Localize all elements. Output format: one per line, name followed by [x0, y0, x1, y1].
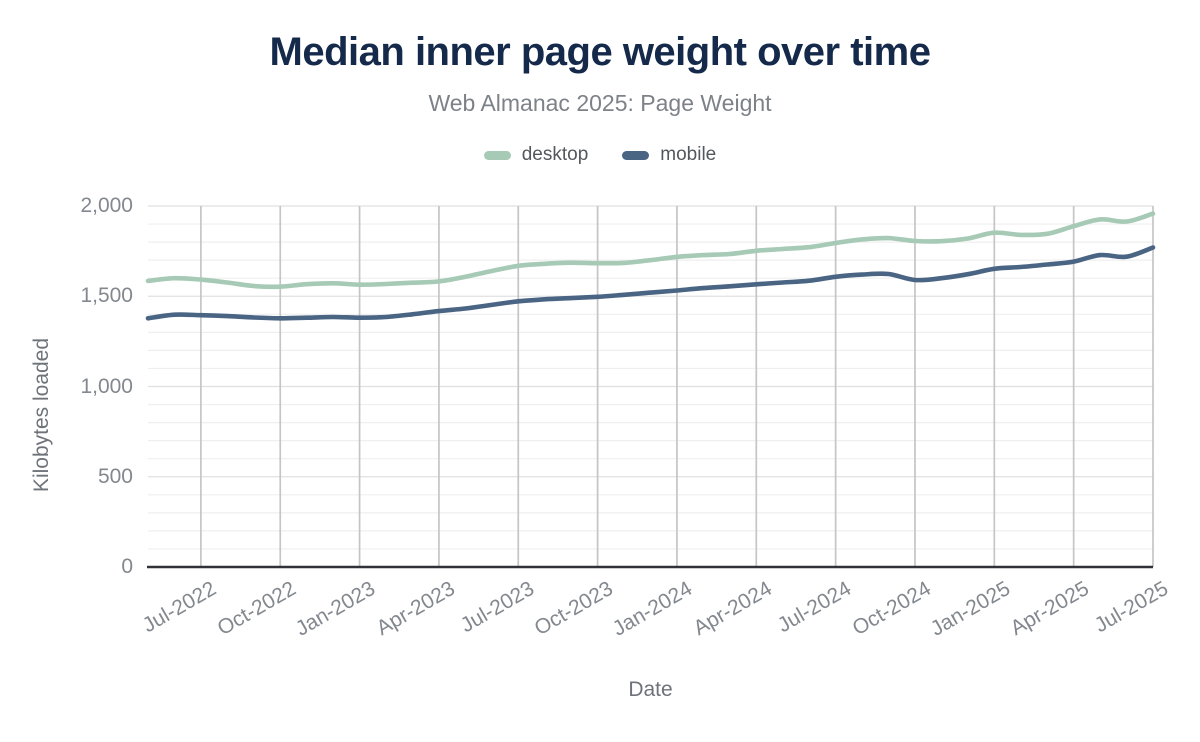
chart-title: Median inner page weight over time — [269, 30, 931, 74]
legend-label-mobile: mobile — [660, 144, 717, 165]
y-tick-label: 2,000 — [80, 194, 133, 217]
legend-item-mobile[interactable]: mobile — [622, 144, 716, 166]
y-axis-title: Kilobytes loaded — [30, 337, 53, 493]
legend-label-desktop: desktop — [521, 144, 589, 165]
legend-swatch-desktop — [483, 150, 511, 160]
y-tick-label: 0 — [121, 555, 133, 578]
chart-subtitle: Web Almanac 2025: Page Weight — [428, 90, 772, 116]
y-tick-label: 500 — [97, 464, 133, 488]
legend-swatch-mobile — [622, 150, 650, 160]
series-line-mobile[interactable] — [145, 245, 1156, 321]
series-line-desktop[interactable] — [145, 211, 1156, 290]
legend: desktop mobile — [0, 144, 1200, 166]
x-axis-title: Date — [628, 678, 673, 701]
y-tick-label: 1,500 — [80, 284, 133, 308]
legend-item-desktop[interactable]: desktop — [483, 144, 589, 166]
y-tick-label: 1,000 — [80, 374, 133, 398]
